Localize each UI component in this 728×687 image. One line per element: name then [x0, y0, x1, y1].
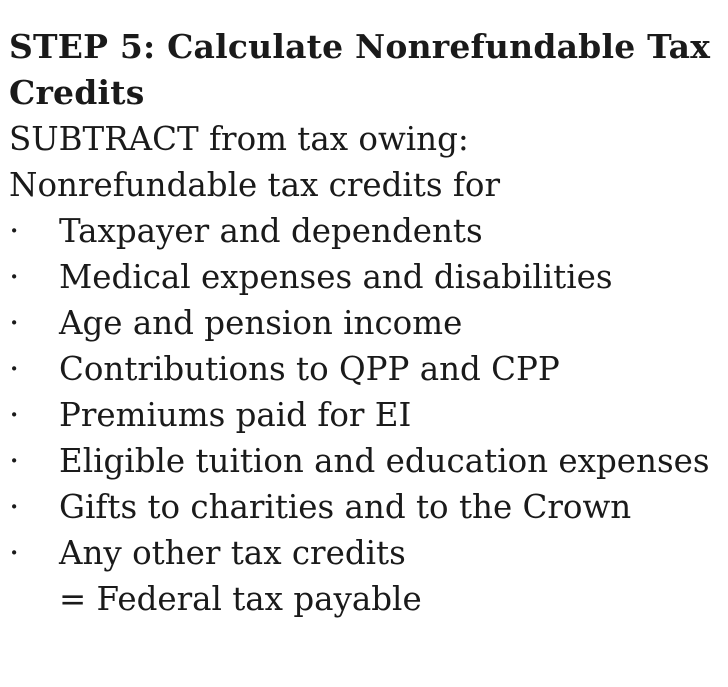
bullet-dot-icon: · — [9, 304, 20, 342]
list-item: · Any other tax credits — [9, 530, 721, 576]
list-item: · Eligible tuition and education expense… — [9, 438, 721, 484]
bullet-dot-icon: · — [9, 396, 20, 434]
list-item: · Age and pension income — [9, 300, 721, 346]
bullet-dot-icon: · — [9, 534, 20, 572]
list-item-text: Premiums paid for EI — [59, 396, 412, 434]
bullet-dot-icon: · — [9, 212, 20, 250]
bullet-dot-icon: · — [9, 350, 20, 388]
list-item: · Premiums paid for EI — [9, 392, 721, 438]
list-item: · Taxpayer and dependents — [9, 208, 721, 254]
result-line: = Federal tax payable — [59, 580, 422, 618]
list-item: · Gifts to charities and to the Crown — [9, 484, 721, 530]
list-item: · Contributions to QPP and CPP — [9, 346, 721, 392]
list-item-text: Eligible tuition and education expenses — [59, 442, 710, 480]
list-item-text: Gifts to charities and to the Crown — [59, 488, 632, 526]
list-item-text: Any other tax credits — [59, 534, 406, 572]
bullet-dot-icon: · — [9, 488, 20, 526]
list-item-text: Contributions to QPP and CPP — [59, 350, 560, 388]
slide-content: STEP 5: Calculate Nonrefundable Tax Cred… — [9, 24, 721, 622]
intro-line-subtract: SUBTRACT from tax owing: — [9, 120, 469, 158]
list-item: · Medical expenses and disabilities — [9, 254, 721, 300]
intro-line-credits: Nonrefundable tax credits for — [9, 166, 501, 204]
list-item-text: Age and pension income — [59, 304, 463, 342]
credit-list: · Taxpayer and dependents · Medical expe… — [9, 208, 721, 576]
list-item-text: Medical expenses and disabilities — [59, 258, 613, 296]
slide-title: STEP 5: Calculate Nonrefundable Tax Cred… — [9, 27, 711, 112]
bullet-dot-icon: · — [9, 258, 20, 296]
bullet-dot-icon: · — [9, 442, 20, 480]
list-item-text: Taxpayer and dependents — [59, 212, 483, 250]
